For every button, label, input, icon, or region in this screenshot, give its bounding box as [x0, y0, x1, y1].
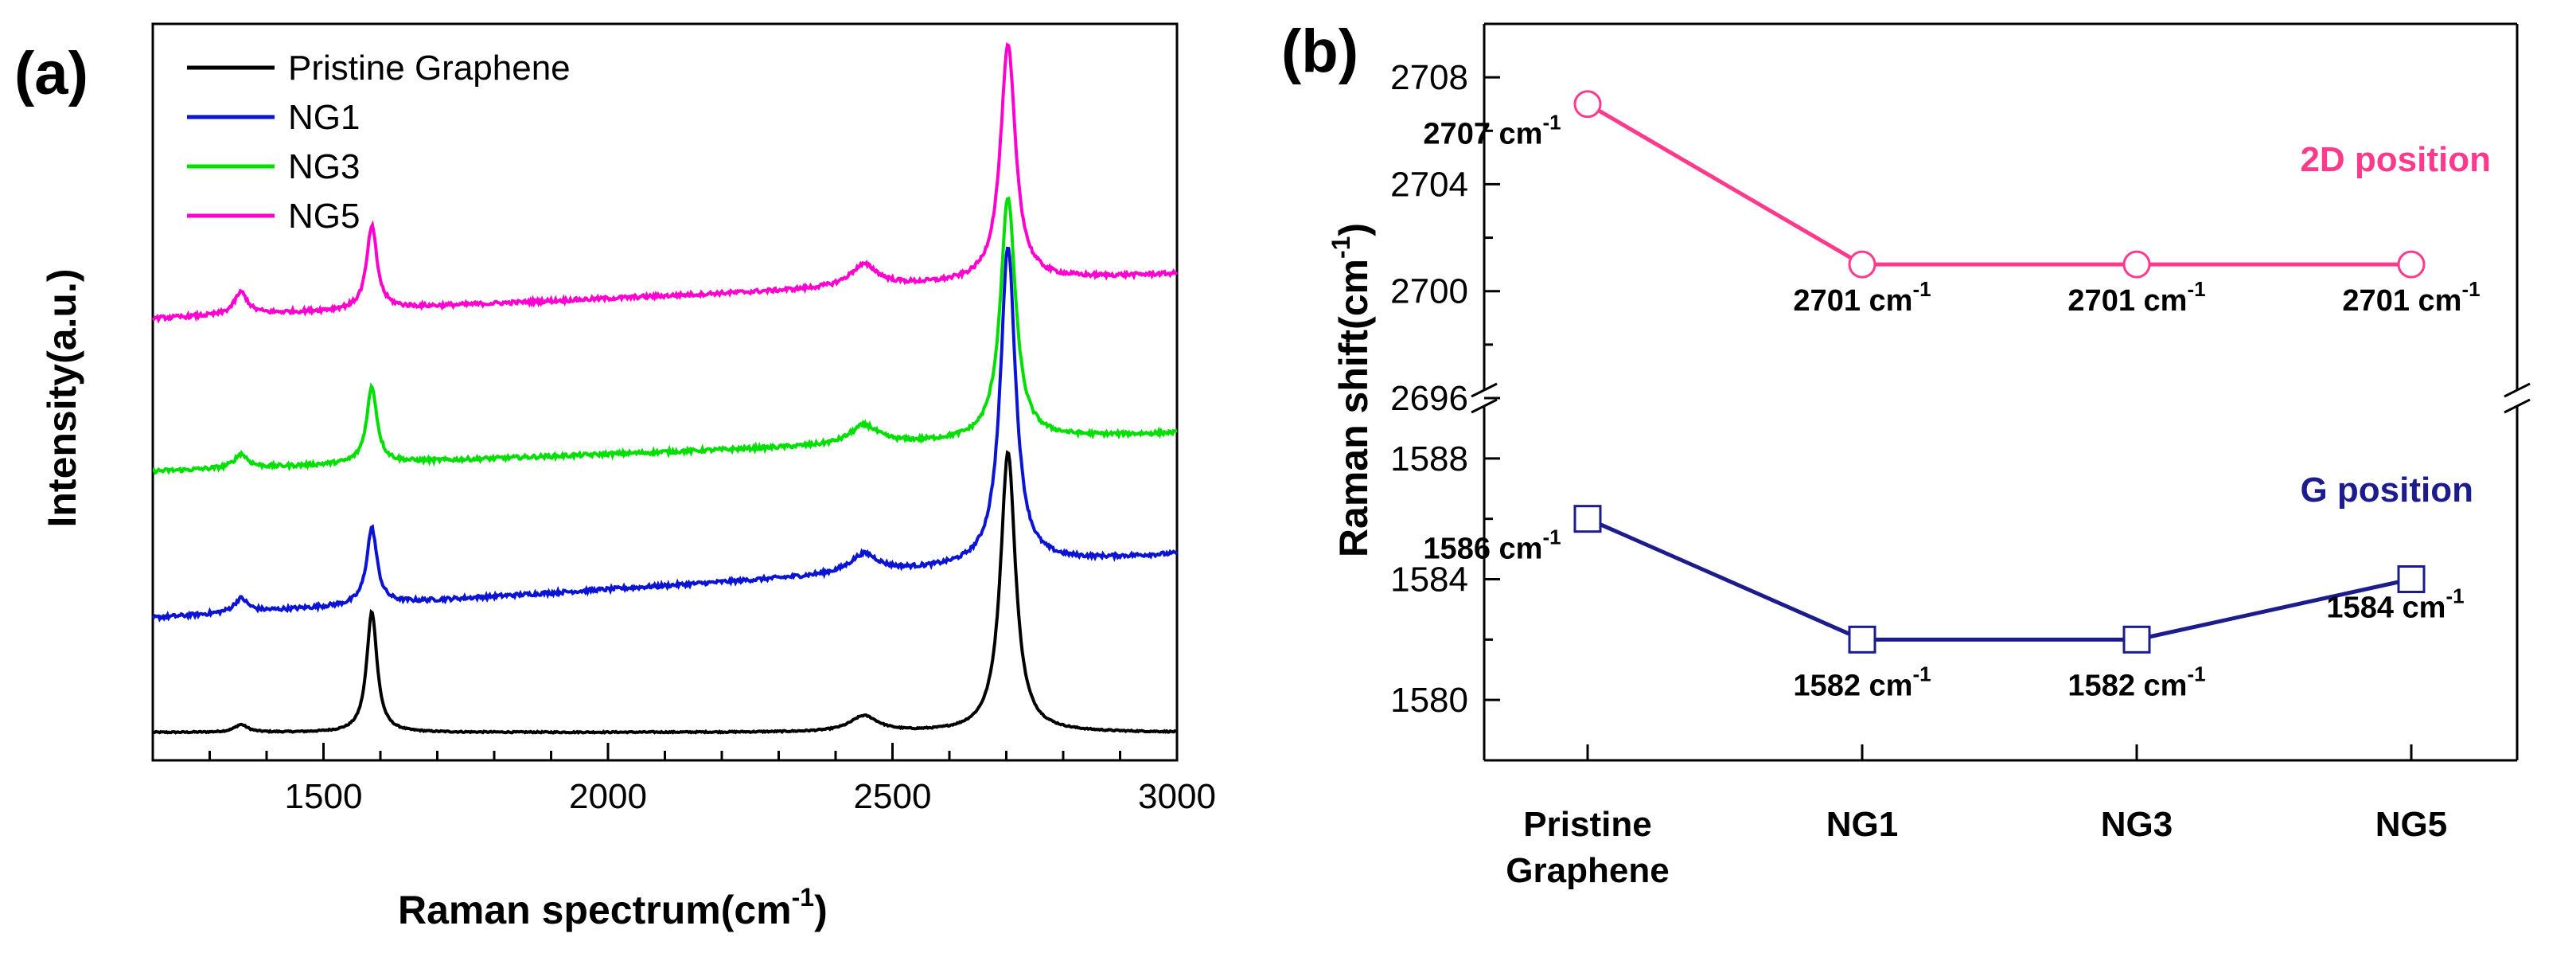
legend-label: NG5	[288, 197, 360, 236]
data-label: 2707 cm-1	[1423, 111, 1561, 151]
panel-b-ylabel-exp: -1	[1327, 236, 1355, 259]
trace-ng1	[151, 246, 1179, 623]
x-tick-label: 2500	[854, 777, 932, 816]
data-label: 2701 cm-1	[2067, 277, 2205, 318]
series-line-upper	[1586, 102, 2411, 267]
data-point-square	[1573, 505, 1602, 533]
trace-ng3	[152, 196, 1178, 475]
series-line-lower	[1586, 517, 2412, 642]
panel-a-xlabel-open: (	[721, 888, 735, 932]
category-label: NG1	[1826, 805, 1898, 844]
panel-b: (b) 2696 2700 2704 2708 1580 1584 1588 2707 cm…	[1281, 18, 2531, 890]
panel-b-series: 2707 cm-1 2701 cm-1 2701 cm-1 2701 cm-1 1586…	[1423, 90, 2481, 702]
panel-b-ylabel: Raman shift(cm-1)	[1327, 223, 1376, 557]
panel-a-xlabel-unit: cm	[734, 888, 791, 932]
axis-break-mark	[1471, 398, 1498, 414]
data-point-circle	[1573, 90, 1602, 119]
panel-b-ylabel-unit: cm	[1331, 259, 1376, 316]
panel-b-ylabel-text: Raman shift	[1331, 330, 1376, 558]
panel-a-xlabel-exp: -1	[792, 883, 814, 912]
data-label: 2701 cm-1	[2342, 277, 2480, 318]
panel-a-xlabel: Raman spectrum(cm-1)	[398, 883, 828, 932]
panel-a-traces	[151, 42, 1179, 735]
panel-b-categories: Pristine Graphene NG1 NG3 NG5	[1506, 805, 2447, 890]
y-tick-label: 1580	[1390, 681, 1468, 720]
panel-b-ylabel-open: (	[1331, 316, 1376, 330]
axis-break-mark	[2504, 382, 2531, 398]
x-tick-label: 2000	[569, 777, 647, 816]
trace-ng5	[151, 42, 1179, 324]
category-label: NG5	[2375, 805, 2447, 844]
legend-g-position: G position	[2300, 471, 2473, 510]
data-label: 1582 cm-1	[2067, 662, 2205, 702]
legend-label: Pristine Graphene	[288, 49, 571, 88]
y-tick-label: 2696	[1390, 379, 1468, 418]
axis-break-mark	[1471, 382, 1498, 398]
y-tick-label: 1584	[1390, 560, 1468, 600]
x-tick-label: 3000	[1138, 777, 1216, 816]
data-label: 2701 cm-1	[1793, 277, 1931, 318]
x-tick-label: 1500	[285, 777, 363, 816]
data-label: 1586 cm-1	[1423, 525, 1561, 566]
data-point-circle	[1848, 250, 1876, 279]
legend-label: NG1	[288, 98, 360, 137]
panel-a-ticks: 1500 2000 2500 3000	[151, 743, 1216, 816]
panel-a-legend: Pristine Graphene NG1 NG3 NG5	[187, 49, 571, 236]
panel-a: (a) 1500 2000 2500 3000 Pristine Graphene NG…	[14, 22, 1216, 932]
data-point-square	[2397, 565, 2426, 593]
data-point-circle	[2122, 250, 2151, 279]
data-label: 1582 cm-1	[1793, 662, 1931, 702]
y-tick-label: 2700	[1390, 272, 1468, 311]
y-tick-label: 2704	[1390, 165, 1468, 204]
y-tick-label: 1588	[1390, 439, 1468, 478]
panel-b-ylabel-close: )	[1331, 223, 1376, 236]
data-point-square	[2122, 625, 2151, 654]
legend-2d-position: 2D position	[2300, 140, 2491, 179]
category-label: Graphene	[1506, 851, 1669, 890]
panel-b-label: (b)	[1281, 18, 1358, 85]
trace-pristine-graphene	[152, 450, 1178, 735]
data-label: 1584 cm-1	[2326, 584, 2464, 625]
category-label: NG3	[2101, 805, 2173, 844]
legend-label: NG3	[288, 147, 360, 186]
panel-a-ylabel: Intensity(a.u.)	[40, 268, 84, 527]
panel-a-label: (a)	[14, 40, 88, 107]
axis-break-mark	[2504, 398, 2531, 414]
category-label: Pristine	[1523, 805, 1651, 844]
panel-a-xlabel-close: )	[814, 888, 828, 932]
y-tick-label: 2708	[1390, 58, 1468, 97]
panel-b-frame	[1471, 22, 2531, 762]
panel-a-xlabel-text: Raman spectrum	[398, 888, 721, 932]
data-point-square	[1848, 625, 1876, 654]
panel-b-ticks: 2696 2700 2704 2708 1580 1584 1588	[1390, 22, 2413, 762]
data-point-circle	[2397, 250, 2426, 279]
